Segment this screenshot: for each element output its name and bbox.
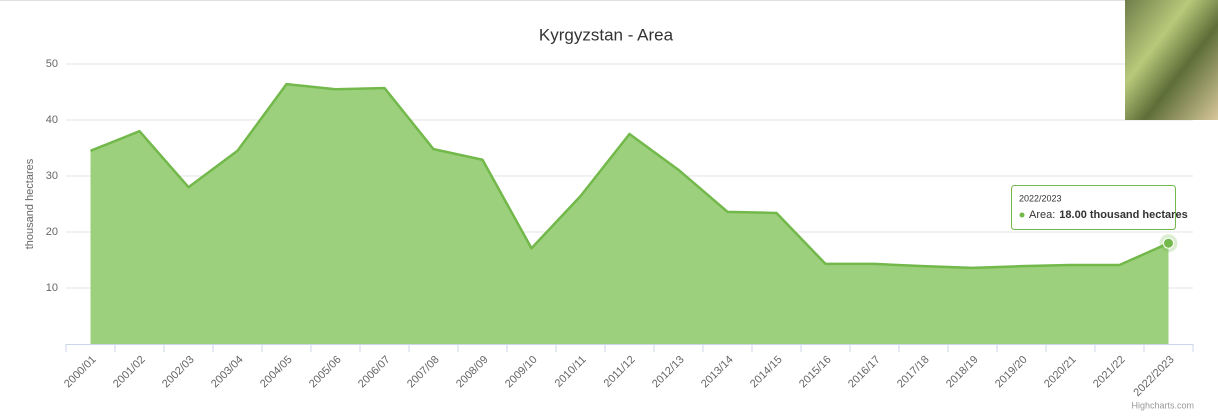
hover-marker <box>1164 238 1174 248</box>
chart: Kyrgyzstan - Area thousand hectares 10 20… <box>0 0 1218 416</box>
x-tick-label: 2000/01 <box>62 354 99 391</box>
x-tick-label: 2022/2023 <box>1131 354 1176 399</box>
y-tick-label: 20 <box>46 226 58 238</box>
tooltip-label: Area: <box>1029 209 1055 221</box>
tooltip-header: 2022/2023 <box>1019 193 1062 203</box>
tooltip-box <box>1012 186 1176 230</box>
chart-title: Kyrgyzstan - Area <box>539 25 674 44</box>
x-tick-label: 2005/06 <box>307 354 344 391</box>
tooltip: 2022/2023 Area: 18.00 thousand hectares <box>1012 186 1188 230</box>
x-tick-label: 2002/03 <box>160 354 197 391</box>
plot-area: 10 20 30 40 50 2000/01 2001/02 2002/03 2003/04 20… <box>46 58 1193 399</box>
x-tick-label: 2006/07 <box>356 354 393 391</box>
x-tick-label: 2014/15 <box>748 354 785 391</box>
x-tick-label: 2017/18 <box>895 354 932 391</box>
x-tick-label: 2007/08 <box>405 354 442 391</box>
x-tick-label: 2009/10 <box>503 354 540 391</box>
x-tick-label: 2019/20 <box>993 354 1030 391</box>
x-tick-label: 2015/16 <box>797 354 834 391</box>
x-tick-label: 2020/21 <box>1042 354 1079 391</box>
x-tick-label: 2011/12 <box>602 354 638 390</box>
x-tick-label: 2001/02 <box>111 354 148 391</box>
tooltip-text: Area: 18.00 thousand hectares <box>1029 209 1188 221</box>
x-tick-label: 2008/09 <box>454 354 491 391</box>
tooltip-bullet <box>1020 213 1025 218</box>
area-fill <box>91 84 1169 344</box>
x-tick-label: 2016/17 <box>846 354 883 391</box>
y-tick-label: 30 <box>46 170 58 182</box>
y-tick-label: 40 <box>46 114 58 126</box>
x-tick-label: 2021/22 <box>1091 354 1128 391</box>
x-tick-label: 2013/14 <box>699 354 736 391</box>
x-tick-label: 2018/19 <box>944 354 981 391</box>
x-tick-label: 2012/13 <box>650 354 687 391</box>
y-tick-label: 10 <box>46 282 58 294</box>
y-tick-label: 50 <box>46 58 58 70</box>
credits[interactable]: Highcharts.com <box>1131 400 1194 410</box>
x-tick-label: 2004/05 <box>258 354 295 391</box>
x-tick-label: 2010/11 <box>553 354 589 390</box>
x-tick-label: 2003/04 <box>209 354 246 391</box>
y-axis-title: thousand hectares <box>24 158 36 249</box>
top-border <box>0 0 1218 1</box>
decorative-photo <box>1125 0 1218 120</box>
tooltip-value: 18.00 thousand hectares <box>1059 209 1187 221</box>
